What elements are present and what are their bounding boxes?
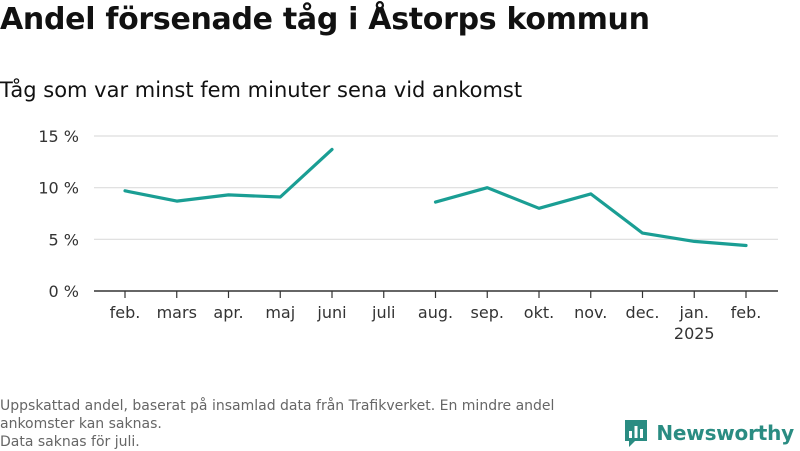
x-tick-label: mars	[157, 303, 197, 322]
y-tick-label: 5 %	[49, 230, 79, 249]
grid-lines	[94, 135, 778, 292]
newsworthy-logo-icon	[625, 420, 648, 447]
y-tick-label: 0 %	[49, 282, 79, 301]
x-tick-label: aug.	[418, 303, 453, 322]
x-tick-label: dec.	[626, 303, 660, 322]
footnote-missing-data: Data saknas för juli.	[0, 434, 140, 450]
y-tick-label: 15 %	[38, 127, 79, 146]
line-chart: 0 % 5 % 10 % 15 % feb. mars apr. maj juni juli au…	[38, 127, 778, 343]
y-axis-ticks: 0 % 5 % 10 % 15 %	[38, 127, 79, 301]
x-axis-ticks: feb. mars apr. maj juni juli aug. sep. okt. nov. d…	[110, 291, 762, 343]
y-tick-label: 10 %	[38, 179, 79, 198]
series-line-segment	[123, 147, 334, 203]
chart-subtitle: Tåg som var minst fem minuter sena vid a…	[0, 78, 523, 102]
footnote: Uppskattad andel, baserat på insamlad da…	[0, 397, 630, 451]
x-tick-label: sep.	[471, 303, 504, 322]
x-tick-label: maj	[265, 303, 295, 322]
x-tick-label: apr.	[213, 303, 243, 322]
x-tick-year-label: 2025	[674, 324, 715, 343]
x-tick-label: nov.	[574, 303, 607, 322]
brand-logo: Newsworthy	[623, 418, 794, 448]
x-tick-label: feb.	[110, 303, 141, 322]
x-tick-label: jan.	[679, 303, 709, 322]
x-tick-label: okt.	[524, 303, 554, 322]
x-tick-label: feb.	[731, 303, 762, 322]
x-tick-label: juli	[371, 303, 395, 322]
brand-name: Newsworthy	[656, 421, 794, 445]
series-lines	[123, 147, 748, 248]
x-tick-label: juni	[316, 303, 346, 322]
chart-title: Andel försenade tåg i Åstorps kommun	[0, 2, 650, 37]
footnote-source: Uppskattad andel, baserat på insamlad da…	[0, 398, 555, 432]
series-line-segment	[433, 186, 748, 248]
